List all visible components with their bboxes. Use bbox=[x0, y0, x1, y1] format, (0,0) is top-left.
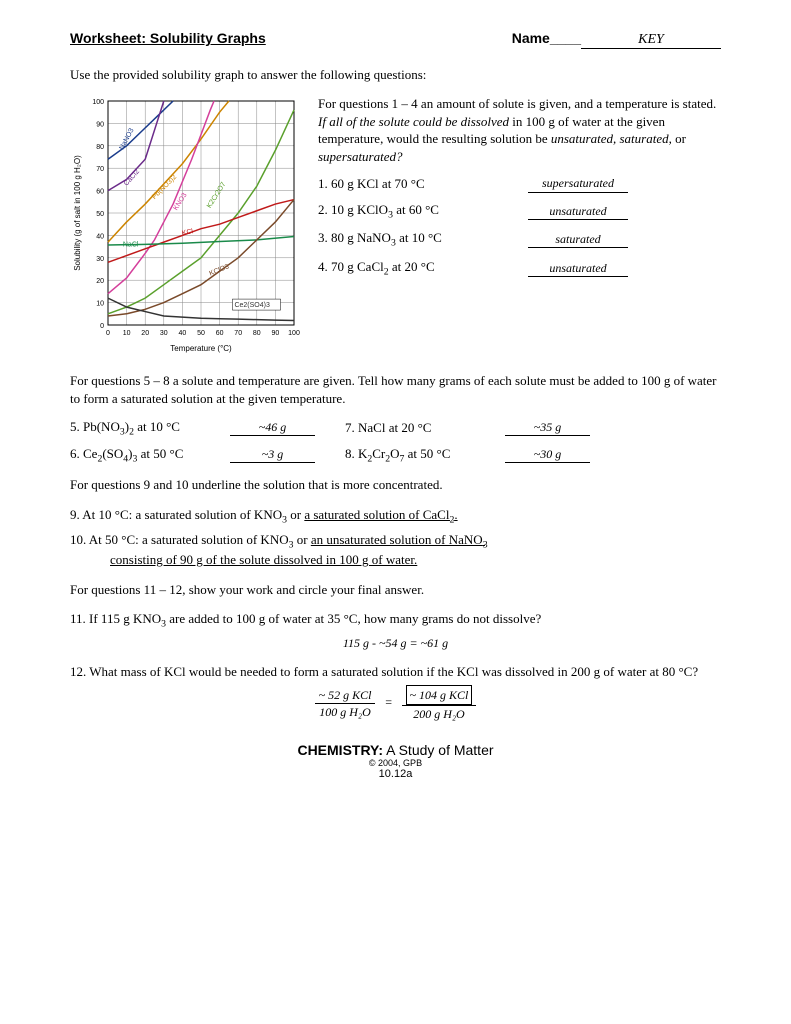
name-label: Name bbox=[512, 30, 550, 46]
q1-label: 1. 60 g KCl at 70 °C bbox=[318, 175, 518, 193]
svg-text:20: 20 bbox=[96, 278, 104, 285]
svg-text:40: 40 bbox=[179, 330, 187, 337]
svg-text:Pb(NO3)2: Pb(NO3)2 bbox=[151, 174, 178, 201]
svg-text:Temperature (°C): Temperature (°C) bbox=[170, 344, 232, 353]
svg-text:30: 30 bbox=[96, 256, 104, 263]
q8-label: 8. K2Cr2O7 at 50 °C bbox=[345, 446, 495, 465]
svg-text:60: 60 bbox=[216, 330, 224, 337]
question-9: 9. At 10 °C: a saturated solution of KNO… bbox=[70, 506, 721, 527]
svg-text:Ce2(SO4)3: Ce2(SO4)3 bbox=[234, 302, 270, 309]
question-2: 2. 10 g KClO3 at 60 °C unsaturated bbox=[318, 201, 721, 222]
svg-text:100: 100 bbox=[288, 330, 300, 337]
question-3: 3. 80 g NaNO3 at 10 °C saturated bbox=[318, 229, 721, 250]
question-11: 11. If 115 g KNO3 are added to 100 g of … bbox=[70, 610, 721, 651]
q7-label: 7. NaCl at 20 °C bbox=[345, 420, 495, 436]
worksheet-title: Worksheet: Solubility Graphs bbox=[70, 30, 266, 46]
q3-label: 3. 80 g NaNO3 at 10 °C bbox=[318, 229, 518, 250]
svg-text:NaCl: NaCl bbox=[123, 242, 139, 249]
svg-text:80: 80 bbox=[96, 144, 104, 151]
svg-text:30: 30 bbox=[160, 330, 168, 337]
q6-label: 6. Ce2(SO4)3 at 50 °C bbox=[70, 446, 220, 465]
footer: CHEMISTRY: A Study of Matter © 2004, GPB… bbox=[70, 742, 721, 780]
svg-text:K2Cr2O7: K2Cr2O7 bbox=[206, 181, 227, 210]
q12-fraction-1: ~ 52 g KCl 100 g H₂O bbox=[315, 687, 376, 720]
q10-answer-underline: an unsaturated solution of NaNO3 bbox=[311, 532, 488, 547]
q12-fraction-2: ~ 104 g KCl 200 g H₂O bbox=[402, 685, 477, 722]
question-8: 8. K2Cr2O7 at 50 °C ~30 g bbox=[345, 446, 590, 465]
equals-sign: = bbox=[378, 695, 398, 709]
svg-text:90: 90 bbox=[272, 330, 280, 337]
q11-12-instructions: For questions 11 – 12, show your work an… bbox=[70, 581, 721, 599]
question-6: 6. Ce2(SO4)3 at 50 °C ~3 g bbox=[70, 446, 315, 465]
q12-text: 12. What mass of KCl would be needed to … bbox=[70, 664, 698, 679]
footer-title: CHEMISTRY: A Study of Matter bbox=[70, 742, 721, 758]
svg-text:KNO3: KNO3 bbox=[173, 192, 189, 212]
q5-8-instructions: For questions 5 – 8 a solute and tempera… bbox=[70, 372, 721, 407]
intro-text: Use the provided solubility graph to ans… bbox=[70, 67, 721, 83]
q5-label: 5. Pb(NO3)2 at 10 °C bbox=[70, 419, 220, 438]
worksheet-page: Worksheet: Solubility Graphs Name____KEY… bbox=[0, 0, 791, 1024]
svg-text:40: 40 bbox=[96, 233, 104, 240]
q6-q8-row: 6. Ce2(SO4)3 at 50 °C ~3 g 8. K2Cr2O7 at… bbox=[70, 446, 721, 465]
svg-text:50: 50 bbox=[96, 211, 104, 218]
question-12: 12. What mass of KCl would be needed to … bbox=[70, 663, 721, 722]
svg-text:Solubility (g of salt in 100 g: Solubility (g of salt in 100 g H₂O) bbox=[73, 155, 82, 271]
svg-text:0: 0 bbox=[100, 323, 104, 330]
q2-label: 2. 10 g KClO3 at 60 °C bbox=[318, 201, 518, 222]
svg-text:50: 50 bbox=[197, 330, 205, 337]
question-10: 10. At 50 °C: a saturated solution of KN… bbox=[70, 531, 721, 569]
q6-answer: ~3 g bbox=[230, 447, 315, 463]
q7-answer: ~35 g bbox=[505, 420, 590, 436]
question-5: 5. Pb(NO3)2 at 10 °C ~46 g bbox=[70, 419, 315, 438]
solubility-chart: 0 10 20 30 40 50 60 70 80 90 100 0 10 20 30 40 50 60 70 80 9… bbox=[70, 95, 300, 358]
q3-answer: saturated bbox=[528, 231, 628, 248]
svg-text:CaCl2: CaCl2 bbox=[123, 168, 141, 187]
copyright: © 2004, GPB bbox=[70, 758, 721, 768]
svg-text:80: 80 bbox=[253, 330, 261, 337]
question-4: 4. 70 g CaCl2 at 20 °C unsaturated bbox=[318, 258, 721, 279]
q1-answer: supersaturated bbox=[528, 175, 628, 192]
q4-answer: unsaturated bbox=[528, 260, 628, 277]
q1-4-instructions: For questions 1 – 4 an amount of solute … bbox=[318, 95, 721, 165]
svg-text:100: 100 bbox=[92, 99, 104, 106]
q9-answer-underline: a saturated solution of CaCl2. bbox=[304, 507, 457, 522]
q11-work: 115 g - ~54 g = ~61 g bbox=[70, 635, 721, 651]
svg-text:90: 90 bbox=[96, 121, 104, 128]
graph-and-q1-4: 0 10 20 30 40 50 60 70 80 90 100 0 10 20 30 40 50 60 70 80 9… bbox=[70, 95, 721, 358]
svg-text:KCl: KCl bbox=[181, 228, 194, 237]
svg-text:KClO3: KClO3 bbox=[208, 263, 230, 277]
q12-final-answer: ~ 104 g KCl bbox=[406, 685, 473, 705]
name-value: KEY bbox=[581, 32, 721, 49]
name-field: Name____KEY bbox=[512, 30, 721, 49]
q8-answer: ~30 g bbox=[505, 447, 590, 463]
svg-text:0: 0 bbox=[106, 330, 110, 337]
q9-10-instructions: For questions 9 and 10 underline the sol… bbox=[70, 476, 721, 494]
q1-4-column: For questions 1 – 4 an amount of solute … bbox=[318, 95, 721, 358]
svg-text:20: 20 bbox=[141, 330, 149, 337]
svg-text:10: 10 bbox=[96, 301, 104, 308]
q5-q7-row: 5. Pb(NO3)2 at 10 °C ~46 g 7. NaCl at 20… bbox=[70, 419, 721, 438]
svg-text:60: 60 bbox=[96, 189, 104, 196]
header: Worksheet: Solubility Graphs Name____KEY bbox=[70, 30, 721, 49]
svg-text:10: 10 bbox=[123, 330, 131, 337]
q10-answer-underline-2: consisting of 90 g of the solute dissolv… bbox=[70, 552, 417, 567]
svg-text:70: 70 bbox=[234, 330, 242, 337]
svg-text:70: 70 bbox=[96, 166, 104, 173]
q2-answer: unsaturated bbox=[528, 203, 628, 220]
q4-label: 4. 70 g CaCl2 at 20 °C bbox=[318, 258, 518, 279]
q12-work: ~ 52 g KCl 100 g H₂O = ~ 104 g KCl 200 g… bbox=[70, 685, 721, 722]
question-7: 7. NaCl at 20 °C ~35 g bbox=[345, 419, 590, 438]
question-1: 1. 60 g KCl at 70 °C supersaturated bbox=[318, 175, 721, 193]
q5-answer: ~46 g bbox=[230, 420, 315, 436]
page-number: 10.12a bbox=[70, 768, 721, 780]
